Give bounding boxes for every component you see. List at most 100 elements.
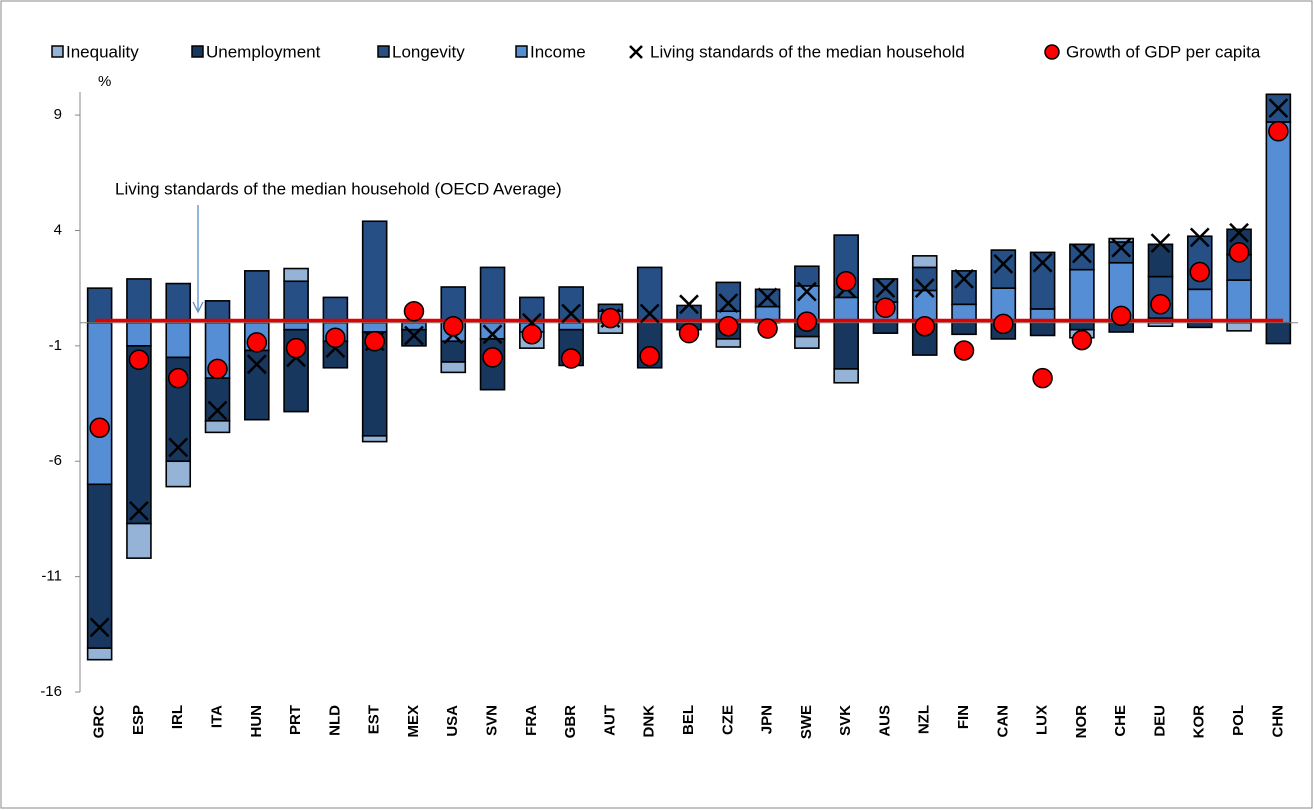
x-tick-label: PRT xyxy=(287,705,304,735)
legend-swatch xyxy=(377,45,390,58)
dot-marker xyxy=(600,307,621,329)
bar-segment xyxy=(283,280,309,324)
y-tick-label: -1 xyxy=(49,337,62,354)
bar-segment xyxy=(204,377,231,422)
bar-segment xyxy=(1265,121,1292,324)
bar-segment xyxy=(1069,321,1095,331)
x-tick-label: CAN xyxy=(994,705,1011,738)
bar-segment xyxy=(833,368,859,384)
dot-marker xyxy=(364,330,385,352)
bar-segment xyxy=(283,267,309,283)
dot-marker xyxy=(1228,242,1250,263)
legend-label: Growth of GDP per capita xyxy=(1066,42,1261,61)
x-marker xyxy=(1150,233,1171,254)
x-marker xyxy=(993,254,1014,274)
y-tick-label: -16 xyxy=(40,683,62,700)
y-tick-label: -11 xyxy=(41,568,62,585)
dot-marker xyxy=(718,315,739,337)
dot-marker xyxy=(1189,261,1211,283)
bar-segment xyxy=(519,296,545,324)
bar-segment xyxy=(361,321,388,333)
x-marker xyxy=(404,325,424,346)
bar-segment xyxy=(872,321,899,334)
dot-marker xyxy=(207,358,228,380)
dot-marker xyxy=(89,417,110,439)
x-marker xyxy=(1189,227,1210,248)
bar-segment xyxy=(165,321,192,359)
bar-segment xyxy=(1186,288,1213,324)
legend-swatch xyxy=(51,45,64,58)
bar-segment xyxy=(361,435,388,443)
dot-marker xyxy=(167,367,189,389)
x-marker xyxy=(639,303,660,324)
bar-segment xyxy=(86,321,113,486)
dot-marker xyxy=(1268,120,1289,142)
x-tick-label: ESP xyxy=(130,705,147,735)
bar-segment xyxy=(558,321,584,331)
legend-swatch xyxy=(629,45,643,59)
bar-segment xyxy=(715,281,742,313)
legend-swatch xyxy=(1044,44,1060,60)
dot-marker xyxy=(325,327,346,349)
x-tick-label: CHN xyxy=(1269,705,1286,738)
dot-marker xyxy=(953,340,975,361)
x-marker xyxy=(1072,243,1092,264)
dot-marker xyxy=(914,315,935,337)
x-tick-label: AUT xyxy=(601,705,618,736)
legend-label: Income xyxy=(530,42,586,61)
x-tick-label: CHE xyxy=(1112,705,1129,737)
x-tick-label: IRL xyxy=(169,705,186,729)
x-tick-label: LUX xyxy=(1034,705,1051,735)
bar-segment xyxy=(165,282,192,324)
bar-segment xyxy=(794,265,820,287)
bar-segment xyxy=(440,340,467,363)
x-tick-label: NLD xyxy=(326,705,343,736)
legend-label: Inequality xyxy=(66,42,139,61)
x-marker xyxy=(679,294,699,315)
x-marker xyxy=(561,303,582,324)
bar-segment xyxy=(283,321,309,331)
y-tick-label: -6 xyxy=(49,452,62,469)
dot-marker xyxy=(993,313,1014,335)
legend-label: Unemployment xyxy=(206,42,321,61)
x-tick-label: EST xyxy=(366,705,383,734)
x-marker xyxy=(1111,237,1132,258)
bar-segment xyxy=(951,321,977,336)
dot-marker xyxy=(1071,329,1093,351)
dot-marker xyxy=(1150,294,1171,315)
x-marker xyxy=(1268,98,1289,119)
x-tick-label: FIN xyxy=(955,705,972,729)
bar-segment xyxy=(1108,237,1134,243)
bar-segment xyxy=(1069,268,1095,324)
bar-segment xyxy=(1069,243,1095,271)
bar-segment xyxy=(126,321,152,347)
bar-segment xyxy=(833,321,859,370)
bar-segment xyxy=(1226,321,1252,332)
x-marker xyxy=(129,500,149,521)
dot-marker xyxy=(639,345,660,367)
bar-segment xyxy=(1029,321,1056,337)
bar-segment xyxy=(165,460,192,488)
legend-swatch xyxy=(191,45,204,58)
dot-marker xyxy=(796,311,818,332)
legend-label: Living standards of the median household xyxy=(650,42,965,61)
dot-marker xyxy=(443,315,464,337)
dot-marker xyxy=(678,322,700,344)
x-tick-label: ITA xyxy=(208,705,225,728)
dot-marker xyxy=(757,318,778,339)
bar-segment xyxy=(1226,279,1252,324)
bar-segment xyxy=(1029,251,1056,310)
x-marker xyxy=(1032,252,1053,273)
x-marker xyxy=(1229,222,1249,243)
x-tick-label: USA xyxy=(444,705,461,737)
x-tick-label: BEL xyxy=(680,705,697,735)
x-marker xyxy=(875,278,896,299)
x-tick-label: DNK xyxy=(641,705,658,738)
bar-segment xyxy=(361,220,388,324)
dot-marker xyxy=(482,347,503,368)
x-tick-label: NZL xyxy=(916,705,933,734)
x-tick-label: GBR xyxy=(562,705,579,739)
dot-marker xyxy=(835,270,857,292)
bar-segment xyxy=(1108,241,1134,264)
